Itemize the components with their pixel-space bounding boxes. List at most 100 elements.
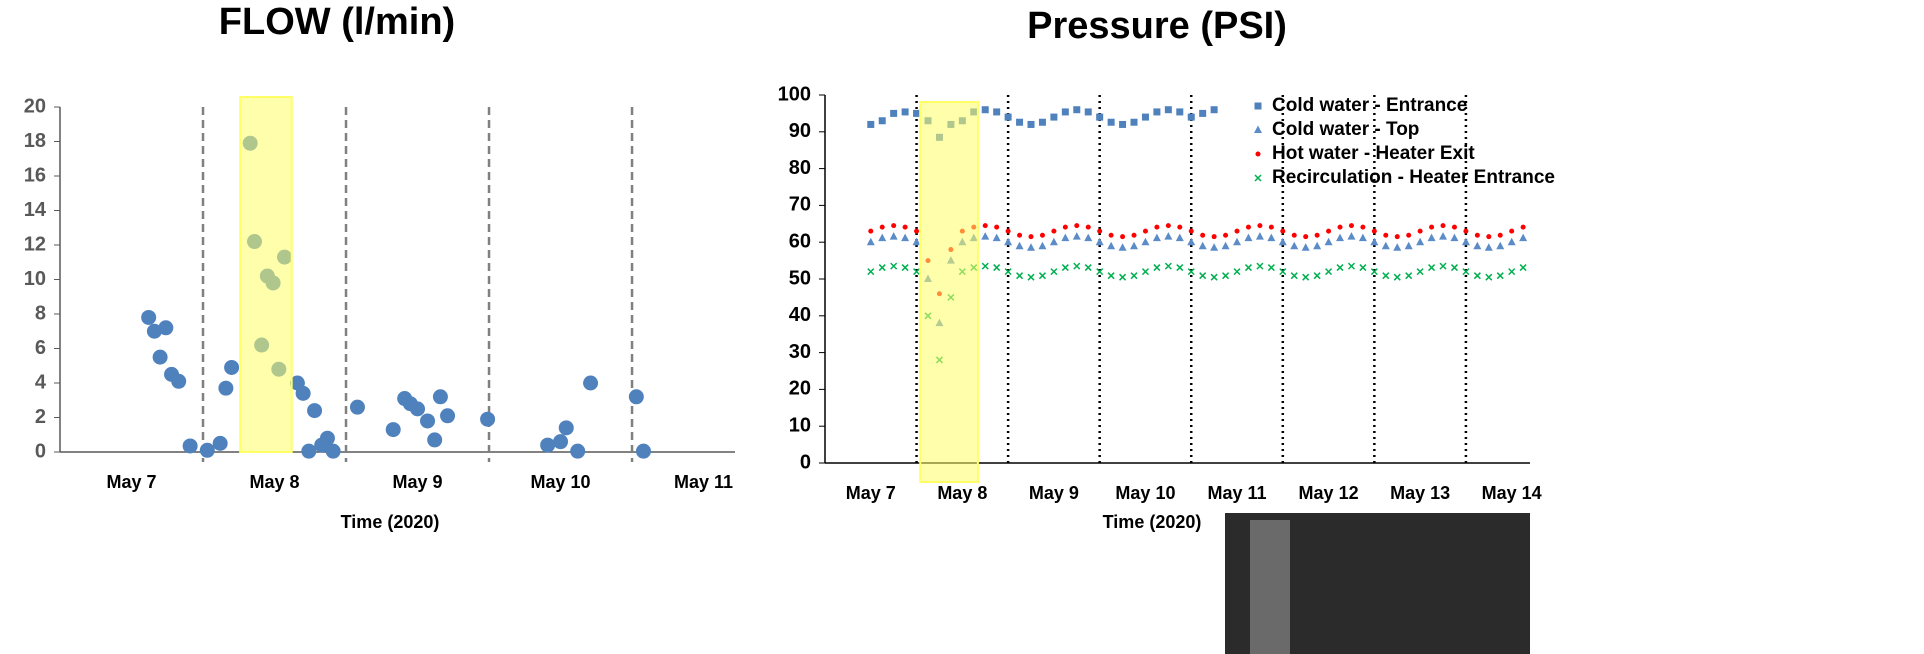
point xyxy=(1131,119,1138,126)
point xyxy=(1211,274,1217,280)
point xyxy=(1222,242,1230,250)
point xyxy=(1017,233,1022,238)
point xyxy=(1177,225,1182,230)
point xyxy=(420,413,435,428)
point xyxy=(1269,225,1274,230)
y-tick-label: 50 xyxy=(789,267,811,289)
point xyxy=(1382,242,1390,250)
point xyxy=(1509,269,1515,275)
point xyxy=(1234,269,1240,275)
point xyxy=(1473,242,1481,250)
point xyxy=(1233,238,1241,246)
point xyxy=(570,444,585,459)
point xyxy=(1223,233,1228,238)
x-tick-label: May 9 xyxy=(1029,483,1079,503)
point xyxy=(350,400,365,415)
y-tick-label: 100 xyxy=(778,83,811,105)
point xyxy=(1028,121,1035,128)
point xyxy=(1314,273,1320,279)
y-tick-label: 60 xyxy=(789,230,811,252)
point xyxy=(1096,238,1104,246)
point xyxy=(1200,233,1205,238)
point xyxy=(1347,232,1355,240)
point xyxy=(1417,269,1423,275)
y-tick-label: 90 xyxy=(789,120,811,142)
x-tick-label: May 8 xyxy=(937,483,987,503)
point xyxy=(983,223,988,228)
x-tick-label: May 10 xyxy=(1115,483,1175,503)
y-tick-label: 30 xyxy=(789,341,811,363)
point xyxy=(1189,229,1194,234)
x-tick-label: May 9 xyxy=(393,472,443,492)
point xyxy=(1029,234,1034,239)
point xyxy=(141,310,156,325)
point xyxy=(1519,234,1527,242)
point xyxy=(891,263,897,269)
point xyxy=(1223,273,1229,279)
legend-label: Cold water - Top xyxy=(1272,119,1419,140)
point xyxy=(982,106,989,113)
point xyxy=(1452,225,1457,230)
point xyxy=(307,403,322,418)
point xyxy=(1394,274,1400,280)
point xyxy=(1153,234,1161,242)
point xyxy=(636,444,651,459)
point xyxy=(1429,265,1435,271)
point xyxy=(1463,229,1468,234)
highlight xyxy=(240,97,291,452)
point xyxy=(1349,223,1354,228)
y-tick-label: 0 xyxy=(800,451,811,473)
y-tick-label: 2 xyxy=(35,406,46,428)
point xyxy=(158,320,173,335)
point xyxy=(1359,234,1367,242)
point xyxy=(1164,232,1172,240)
legend-marker xyxy=(1255,103,1262,110)
point xyxy=(326,444,341,459)
point xyxy=(1108,273,1114,279)
point xyxy=(1165,106,1172,113)
point xyxy=(553,434,568,449)
point xyxy=(1383,273,1389,279)
point xyxy=(1085,108,1092,115)
point xyxy=(1440,263,1446,269)
point xyxy=(1141,238,1149,246)
point xyxy=(868,229,873,234)
point xyxy=(1119,243,1127,251)
point xyxy=(1200,273,1206,279)
y-tick-label: 8 xyxy=(35,302,46,324)
point xyxy=(1245,265,1251,271)
point xyxy=(1474,273,1480,279)
point xyxy=(1405,242,1413,250)
point xyxy=(1176,108,1183,115)
y-tick-label: 40 xyxy=(789,304,811,326)
point xyxy=(1313,242,1321,250)
point xyxy=(1131,273,1137,279)
point xyxy=(1004,238,1012,246)
point xyxy=(994,225,999,230)
point xyxy=(1256,232,1264,240)
point xyxy=(427,432,442,447)
point xyxy=(1486,274,1492,280)
point xyxy=(1154,265,1160,271)
y-tick-label: 10 xyxy=(24,268,46,290)
point xyxy=(1406,233,1411,238)
x-tick-label: May 12 xyxy=(1299,483,1359,503)
point xyxy=(1050,238,1058,246)
point xyxy=(1521,225,1526,230)
point xyxy=(1063,225,1068,230)
legend-marker xyxy=(1255,175,1261,181)
y-tick-label: 14 xyxy=(24,199,47,221)
y-tick-label: 12 xyxy=(24,233,46,255)
point xyxy=(1062,108,1069,115)
point xyxy=(1257,223,1262,228)
point xyxy=(1187,238,1195,246)
y-tick-label: 18 xyxy=(24,130,46,152)
point xyxy=(1337,265,1343,271)
point xyxy=(1486,234,1491,239)
y-tick-label: 10 xyxy=(789,414,811,436)
point xyxy=(1406,273,1412,279)
point xyxy=(1051,229,1056,234)
point xyxy=(1051,269,1057,275)
x-axis-label: Time (2020) xyxy=(1103,512,1202,532)
chart: FLOW (l/min)Time (2020)02468101214161820… xyxy=(0,0,1924,654)
